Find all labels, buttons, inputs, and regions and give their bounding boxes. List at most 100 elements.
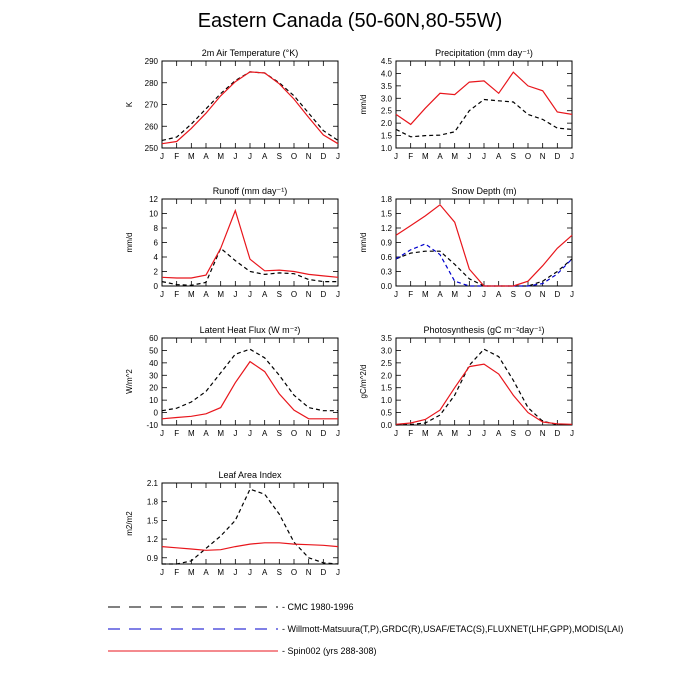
y-tick-label: 0.0 — [381, 421, 393, 430]
y-tick-label: 10 — [149, 210, 158, 219]
y-axis-label: mm/d — [359, 233, 368, 253]
series-line-cmc — [161, 247, 338, 286]
y-tick-label: 0.5 — [381, 409, 393, 418]
x-tick-label: O — [525, 152, 531, 161]
y-tick-label: 4.0 — [381, 69, 393, 78]
x-tick-label: F — [408, 290, 413, 299]
y-tick-label: 1.0 — [381, 144, 393, 153]
y-tick-label: 250 — [145, 144, 159, 153]
plot-frame — [395, 337, 573, 426]
x-tick-label: O — [525, 290, 531, 299]
y-tick-label: 10 — [149, 396, 158, 405]
x-tick-label: F — [174, 429, 179, 438]
x-tick-label: J — [467, 152, 471, 161]
x-tick-label: M — [188, 429, 195, 438]
legend-label-cmc: - CMC 1980-1996 — [282, 602, 354, 612]
y-tick-label: 270 — [145, 101, 159, 110]
x-tick-label: J — [233, 152, 237, 161]
x-tick-label: J — [394, 152, 398, 161]
legend-label-obs: - Willmott-Matsuura(T,P),GRDC(R),USAF/ET… — [282, 624, 623, 634]
x-tick-label: M — [217, 568, 224, 577]
chart-title: 2m Air Temperature (°K) — [202, 48, 298, 58]
y-axis-label: K — [125, 101, 134, 107]
series-line-model — [161, 71, 339, 145]
y-tick-label: 1.2 — [381, 224, 393, 233]
x-tick-label: J — [248, 568, 252, 577]
y-tick-label: 280 — [145, 79, 159, 88]
y-tick-label: 12 — [149, 195, 158, 204]
y-axis-label: m2/m2 — [125, 511, 134, 536]
x-tick-label: S — [277, 290, 282, 299]
y-tick-label: 40 — [149, 359, 158, 368]
x-tick-label: S — [511, 152, 516, 161]
y-tick-label: -10 — [146, 421, 158, 430]
x-tick-label: A — [262, 290, 268, 299]
chart-panel-2: Precipitation (mm day⁻¹) mm/d 1.0 1.5 2.0 2.5… — [359, 48, 574, 161]
x-tick-label: S — [511, 429, 516, 438]
x-tick-label: A — [496, 290, 502, 299]
x-tick-label: M — [451, 152, 458, 161]
chart-title: Photosynthesis (gC m⁻²day⁻¹) — [423, 325, 544, 335]
x-tick-label: J — [570, 152, 574, 161]
x-tick-label: S — [511, 290, 516, 299]
x-tick-label: J — [482, 152, 486, 161]
x-tick-label: J — [336, 152, 340, 161]
plot-frame — [395, 198, 573, 287]
y-tick-label: 1.5 — [147, 516, 159, 525]
x-tick-label: A — [496, 429, 502, 438]
chart-title: Snow Depth (m) — [451, 186, 516, 196]
y-tick-label: 2.5 — [381, 359, 393, 368]
x-tick-label: J — [160, 152, 164, 161]
y-tick-label: 1.5 — [381, 384, 393, 393]
x-tick-label: J — [248, 290, 252, 299]
x-tick-label: J — [570, 290, 574, 299]
series-line-model — [161, 542, 339, 551]
y-axis-label: mm/d — [125, 233, 134, 253]
x-tick-label: M — [217, 290, 224, 299]
y-tick-label: 290 — [145, 57, 159, 66]
x-tick-label: F — [174, 290, 179, 299]
y-axis-label: W/m^2 — [125, 369, 134, 394]
y-tick-label: 30 — [149, 371, 158, 380]
y-tick-label: 60 — [149, 334, 158, 343]
x-tick-label: N — [306, 429, 312, 438]
y-tick-label: 1.8 — [381, 195, 393, 204]
y-tick-label: 3.0 — [381, 346, 393, 355]
plot-frame — [161, 482, 339, 565]
x-tick-label: D — [554, 290, 560, 299]
x-tick-label: J — [467, 429, 471, 438]
page-title: Eastern Canada (50-60N,80-55W) — [197, 10, 503, 32]
y-tick-label: 20 — [149, 384, 158, 393]
x-tick-label: J — [336, 290, 340, 299]
x-tick-label: J — [233, 290, 237, 299]
y-tick-label: 1.5 — [381, 132, 393, 141]
x-tick-label: S — [277, 429, 282, 438]
series-line-cmc — [161, 348, 338, 412]
chart-title: Leaf Area Index — [218, 470, 282, 480]
x-tick-label: O — [291, 429, 297, 438]
chart-panel-5: Latent Heat Flux (W m⁻²) W/m^2 -10 0 10 20 30 4… — [125, 325, 340, 438]
series-line-cmc — [161, 71, 339, 141]
chart-panel-1: 2m Air Temperature (°K) K 250 260 270 280 290 J… — [125, 48, 340, 161]
y-tick-label: 0 — [154, 282, 159, 291]
x-tick-label: A — [496, 152, 502, 161]
y-tick-label: 0.9 — [381, 239, 393, 248]
legend-label-model: - Spin002 (yrs 288-308) — [282, 646, 377, 656]
series-line-model — [395, 203, 573, 287]
x-tick-label: M — [217, 429, 224, 438]
y-tick-label: 3.0 — [381, 94, 393, 103]
x-tick-label: A — [437, 429, 443, 438]
x-tick-label: S — [277, 568, 282, 577]
y-tick-label: 0.9 — [147, 554, 159, 563]
chart-title: Precipitation (mm day⁻¹) — [435, 48, 533, 58]
y-tick-label: 1.2 — [147, 535, 159, 544]
y-tick-label: 2.1 — [147, 479, 159, 488]
x-tick-label: F — [408, 429, 413, 438]
y-tick-label: 1.0 — [381, 396, 393, 405]
y-tick-label: 3.5 — [381, 82, 393, 91]
x-tick-label: M — [217, 152, 224, 161]
y-axis-label: gC/m^2/d — [359, 365, 368, 399]
